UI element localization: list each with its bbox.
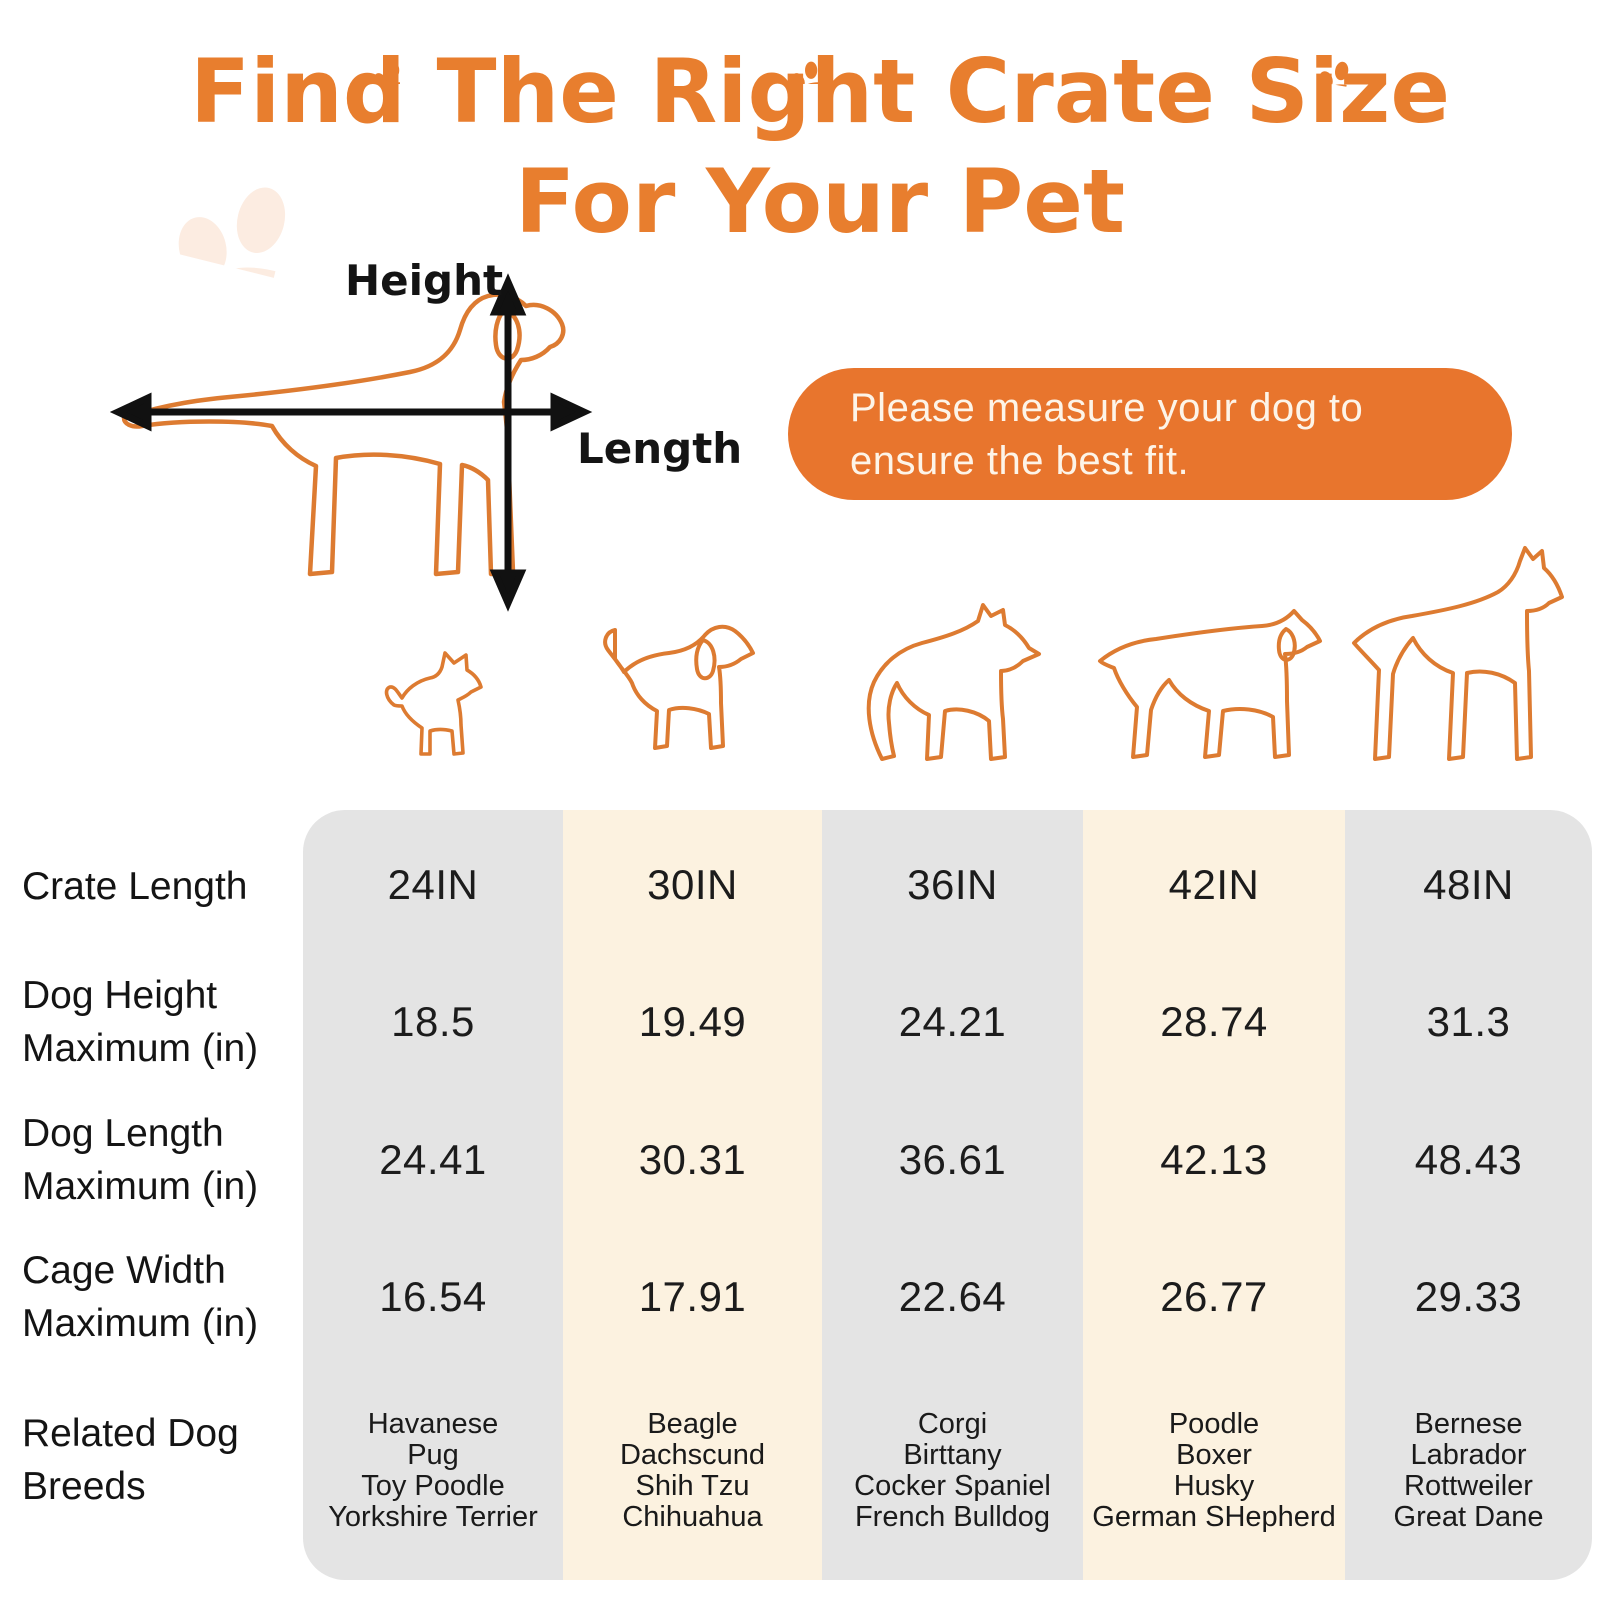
breed-line: Great Dane — [1393, 1501, 1544, 1533]
measure-arrows-icon — [110, 273, 593, 612]
beagle-icon — [603, 624, 755, 750]
cell-dog-length-max: 36.61 — [898, 1136, 1007, 1183]
cell-dog-height-max: 18.5 — [391, 998, 475, 1045]
table-column-36in — [822, 810, 1083, 1580]
cell-crate-length: 30IN — [647, 861, 738, 908]
callout-line2: ensure the best fit. — [850, 439, 1190, 483]
row-label-line: Maximum (in) — [22, 1027, 259, 1070]
height-label: Height — [345, 256, 504, 305]
table-column-24in — [303, 810, 563, 1580]
cell-related-breeds: Havanese Pug Toy Poodle Yorkshire Terrie… — [303, 1409, 563, 1533]
cell-dog-height-max: 19.49 — [638, 998, 747, 1045]
breed-line: Corgi — [917, 1408, 988, 1440]
measure-dog-outline-icon — [121, 292, 566, 577]
row-label-crate-length: Crate Length — [22, 865, 248, 908]
row-label-line: Breeds — [22, 1465, 146, 1508]
breed-line: Yorkshire Terrier — [328, 1501, 538, 1533]
breed-line: Bernese — [1414, 1408, 1523, 1440]
cell-related-breeds: Corgi Birttany Cocker Spaniel French Bul… — [822, 1409, 1083, 1533]
breed-line: Labrador — [1410, 1439, 1527, 1471]
cell-dog-length-max: 30.31 — [638, 1136, 747, 1183]
breed-line: Chihuahua — [622, 1501, 763, 1533]
breed-line: Husky — [1173, 1470, 1255, 1502]
cell-related-breeds: Beagle Dachscund Shih Tzu Chihuahua — [563, 1409, 822, 1533]
cell-cage-width-max: 22.64 — [898, 1273, 1007, 1320]
cell-cage-width-max: 16.54 — [379, 1273, 487, 1320]
breed-line: Birttany — [903, 1439, 1002, 1471]
breed-line: Rottweiler — [1404, 1470, 1533, 1502]
breed-line: German SHepherd — [1092, 1501, 1336, 1533]
cell-related-breeds: Poodle Boxer Husky German SHepherd — [1083, 1409, 1345, 1533]
row-label-line: Maximum (in) — [22, 1302, 259, 1345]
row-label-dog-length: Dog Length Maximum (in) — [22, 1107, 258, 1213]
table-column-30in — [563, 810, 822, 1580]
callout-line1: Please measure your dog to — [850, 386, 1364, 430]
cell-cage-width-max: 26.77 — [1160, 1273, 1268, 1320]
cell-crate-length: 42IN — [1168, 861, 1260, 908]
row-label-line: Related Dog — [22, 1412, 239, 1455]
row-label-dog-height: Dog Height Maximum (in) — [22, 969, 258, 1075]
breed-line: Poodle — [1168, 1408, 1260, 1440]
title-paw-dot-icon — [762, 28, 818, 84]
cell-cage-width-max: 17.91 — [638, 1273, 747, 1320]
row-label-cage-width: Cage Width Maximum (in) — [22, 1244, 258, 1350]
breed-line: Shih Tzu — [635, 1470, 750, 1502]
title-paw-dot-icon — [344, 28, 400, 84]
cell-crate-length: 24IN — [387, 861, 479, 908]
table-column-48in — [1345, 810, 1592, 1580]
page-title-line2: For Your Pet — [514, 150, 1126, 253]
husky-icon — [866, 603, 1041, 761]
cell-dog-height-max: 24.21 — [898, 998, 1007, 1045]
measure-callout: Please measure your dog to ensure the be… — [788, 368, 1512, 500]
cell-dog-length-max: 24.41 — [379, 1136, 487, 1183]
chihuahua-icon — [384, 651, 483, 756]
page-title-line1: Find The Right Crate Size — [189, 40, 1450, 143]
table-column-42in — [1083, 810, 1345, 1580]
breed-line: Beagle — [647, 1408, 738, 1440]
labrador-icon — [1098, 609, 1322, 759]
breed-line: Dachscund — [619, 1439, 766, 1471]
cell-dog-height-max: 31.3 — [1426, 998, 1511, 1045]
row-label-line: Dog Height — [22, 974, 218, 1017]
row-label-line: Dog Length — [22, 1112, 224, 1155]
row-label-related-breeds: Related Dog Breeds — [22, 1407, 239, 1513]
row-label-line: Maximum (in) — [22, 1165, 259, 1208]
cell-cage-width-max: 29.33 — [1414, 1273, 1523, 1320]
breed-line: French Bulldog — [854, 1501, 1051, 1533]
cell-crate-length: 48IN — [1423, 861, 1514, 908]
breed-line: Boxer — [1176, 1439, 1252, 1471]
breed-line: Toy Poodle — [361, 1470, 505, 1502]
cell-dog-length-max: 48.43 — [1414, 1136, 1523, 1183]
cell-related-breeds: Bernese Labrador Rottweiler Great Dane — [1345, 1409, 1592, 1533]
breed-line: Pug — [407, 1439, 459, 1471]
cell-dog-length-max: 42.13 — [1160, 1136, 1268, 1183]
length-label: Length — [577, 424, 743, 473]
great-dane-icon — [1352, 546, 1564, 761]
row-label-line: Cage Width — [22, 1249, 226, 1292]
breed-line: Cocker Spaniel — [854, 1470, 1051, 1502]
breed-line: Havanese — [367, 1408, 499, 1440]
dog-measure-diagram — [110, 273, 593, 612]
cell-dog-height-max: 28.74 — [1160, 998, 1268, 1045]
cell-crate-length: 36IN — [907, 861, 998, 908]
title-paw-dot-icon — [1287, 17, 1357, 87]
